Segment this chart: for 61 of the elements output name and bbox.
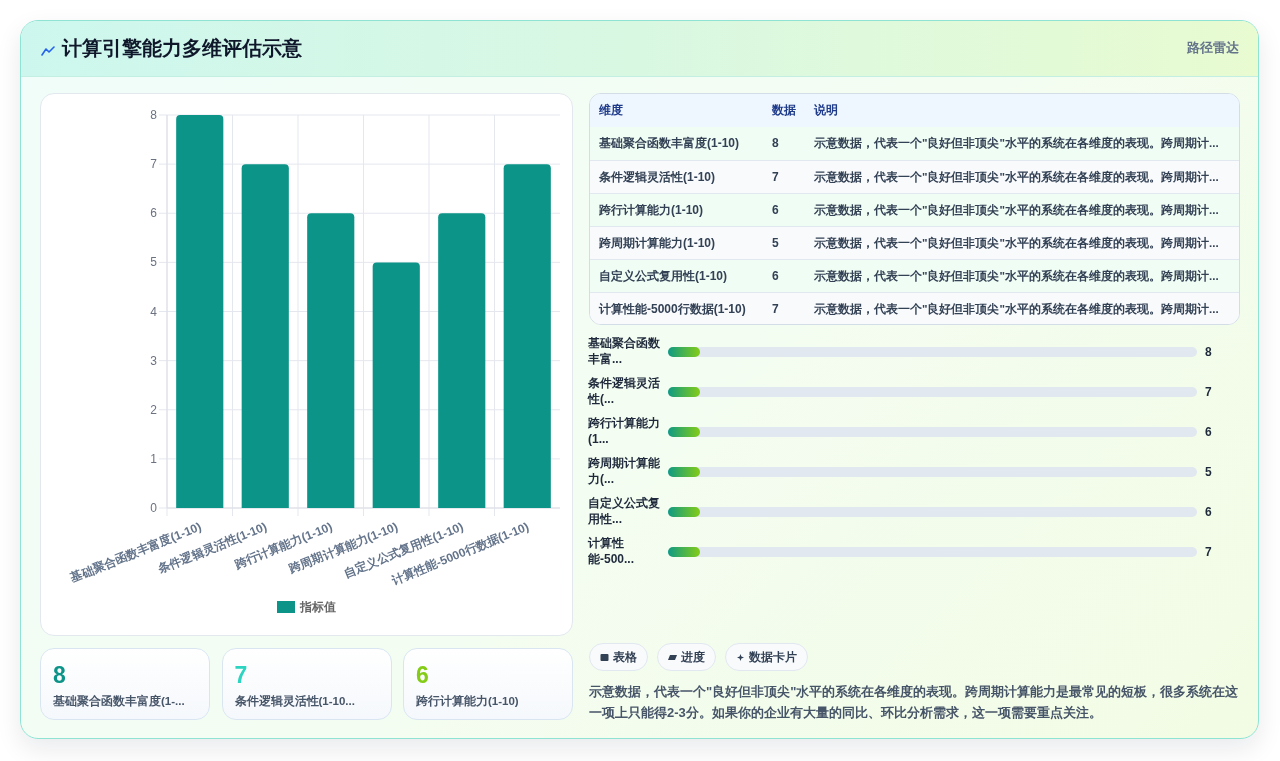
text: 数据	[772, 102, 796, 119]
category-label: 跨行计算能力(1-10)	[416, 694, 519, 709]
category-label: 跨周期计算能力(1-10)	[599, 235, 716, 252]
y-tick-label: 0	[150, 501, 158, 515]
y-tick-label: 2	[150, 402, 158, 417]
text: 示意数据，代表一个"良好但非顶尖"水平的系统在各维度的表现。跨周期计算能力是最常见的短板，很多系统在这一项上只能得2-3分。如果你的企业有大量的同比、环比分析需求，这一项需要重点关注。	[589, 683, 1240, 722]
text: 数据卡片	[749, 649, 797, 665]
bar	[307, 213, 355, 508]
category-label: 计算性能-5000行数据(1-10)	[599, 301, 746, 318]
category-label: 计算性能-500...	[588, 535, 636, 567]
data-label: 6	[1205, 504, 1212, 521]
y-tick-label: 6	[150, 206, 158, 221]
y-tick-label: 8	[150, 108, 158, 122]
data-label: 7	[772, 301, 779, 318]
y-tick-label: 1	[150, 451, 158, 466]
category-label: 跨行计算能力(1-10)	[599, 202, 704, 219]
text: 示意数据，代表一个"良好但非顶尖"水平的系统在各维度的表现。跨周期计...	[814, 301, 1219, 317]
category-label: 基础聚合函数丰富度(1-10)	[599, 135, 740, 152]
text: 示意数据，代表一个"良好但非顶尖"水平的系统在各维度的表现。跨周期计...	[814, 235, 1219, 251]
category-label: 基础聚合函数丰富...	[588, 335, 661, 367]
data-label: 7	[1205, 544, 1212, 561]
chart-title: 计算引擎能力多维评估示意	[62, 36, 302, 61]
text: 维度	[599, 102, 623, 119]
data-label: 8	[53, 661, 66, 689]
data-label: 7	[1205, 384, 1212, 401]
text: 示意数据，代表一个"良好但非顶尖"水平的系统在各维度的表现。跨周期计...	[814, 135, 1219, 151]
text: 示意数据，代表一个"良好但非顶尖"水平的系统在各维度的表现。跨周期计...	[814, 268, 1219, 284]
category-label: 条件逻辑灵活性(1-10...	[234, 694, 355, 709]
text: 示意数据，代表一个"良好但非顶尖"水平的系统在各维度的表现。跨周期计...	[814, 169, 1219, 185]
data-label: 7	[772, 169, 779, 186]
text: 表格	[613, 649, 637, 665]
data-label: 6	[1205, 424, 1212, 441]
bar	[503, 164, 551, 508]
data-label: 5	[772, 235, 779, 252]
y-tick-label: 4	[150, 304, 158, 319]
y-tick-label: 3	[150, 353, 158, 368]
category-label: 条件逻辑灵活性(...	[588, 375, 661, 407]
legend-label: 指标值	[299, 600, 336, 614]
data-label: 8	[772, 135, 779, 152]
data-label: 6	[772, 202, 779, 219]
text: 进度	[681, 649, 705, 665]
category-label: 条件逻辑灵活性(1-10)	[599, 169, 716, 186]
y-tick-label: 7	[150, 157, 158, 172]
category-label: 自定义公式复用性...	[588, 495, 661, 527]
y-tick-label: 5	[150, 255, 158, 270]
text: 示意数据，代表一个"良好但非顶尖"水平的系统在各维度的表现。跨周期计...	[814, 202, 1219, 218]
category-label: 跨周期计算能力(...	[588, 455, 661, 487]
category-label: 跨行计算能力(1...	[588, 415, 661, 447]
bar	[372, 262, 420, 508]
data-label: 7	[234, 661, 248, 689]
text: 说明	[814, 102, 838, 119]
data-label: 6	[416, 661, 429, 689]
bar	[176, 115, 224, 508]
category-label: 自定义公式复用性(1-10)	[599, 268, 728, 285]
category-label: 基础聚合函数丰富度(1-...	[53, 693, 185, 709]
bar	[438, 213, 486, 508]
data-label: 6	[772, 268, 779, 285]
bar	[241, 164, 289, 508]
data-label: 5	[1205, 464, 1212, 481]
text: 路径雷达	[1187, 39, 1239, 57]
data-label: 8	[1205, 344, 1212, 361]
